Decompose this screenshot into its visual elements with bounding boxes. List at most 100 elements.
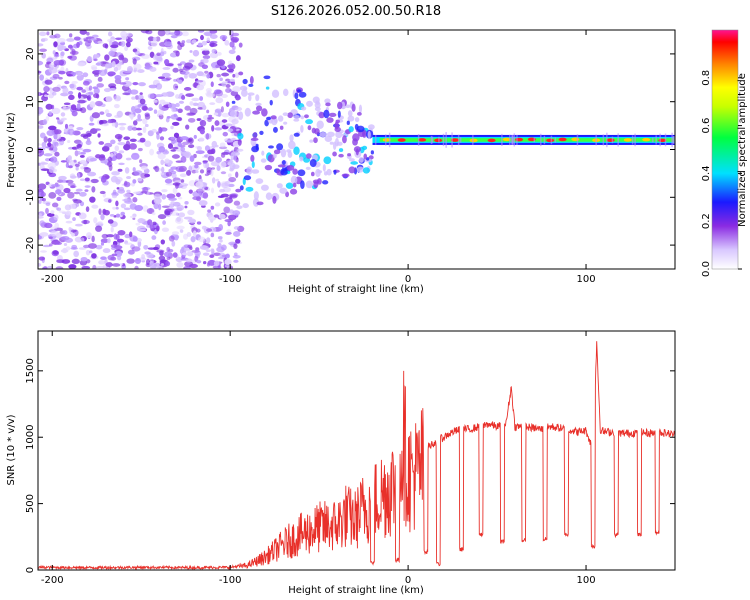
heatmap-cell [166,116,171,119]
heatmap-cell [251,161,255,169]
heatmap-cell [181,70,190,76]
heatmap-cell [119,36,129,40]
heatmap-cell [133,63,142,71]
heatmap-cell [189,50,193,53]
heatmap-cell [156,52,161,57]
heatmap-cell [84,189,89,192]
heatmap-cell [216,59,226,67]
heatmap-cell [75,166,79,171]
heatmap-cell [222,131,228,137]
heatmap-cell [58,70,66,75]
heatmap-cell [316,178,322,185]
heatmap-cell [91,204,99,209]
heatmap-cell [164,210,171,216]
tone-streak [554,137,557,143]
heatmap-cell [134,258,142,265]
heatmap-cell [153,109,158,114]
heatmap-cell [209,52,219,59]
tone-streak [513,133,516,147]
heatmap-cell [105,95,113,103]
heatmap-cell [232,73,236,78]
tone-streak [509,134,511,146]
heatmap-cell [176,225,185,230]
colorbar-tick-label: 0.4 [701,165,712,181]
heatmap-cell [225,123,233,127]
heatmap-cell [221,119,228,123]
heatmap-cell [81,89,87,93]
heatmap-cell [255,94,260,102]
heatmap-cell [45,115,50,122]
heatmap-cell [195,170,199,174]
heatmap-cell [219,188,226,193]
heatmap-cell [175,94,180,99]
heatmap-cell [89,157,97,162]
heatmap-cell [80,256,88,262]
heatmap-cell [95,244,103,250]
heatmap-cell [188,59,195,63]
heatmap-cell [152,246,160,251]
tone-streak [634,133,636,147]
heatmap-cell [351,103,356,112]
heatmap-cell [171,240,176,247]
heatmap-cell [131,96,136,100]
heatmap-cell [188,138,193,142]
heatmap-cell [73,36,81,41]
heatmap-cell [300,124,304,133]
heatmap-cell [135,222,141,226]
heatmap-cell [337,110,341,118]
heatmap-cell [211,124,215,132]
heatmap-cell [210,81,214,88]
heatmap-cell [245,186,254,192]
heatmap-cell [124,45,129,52]
heatmap-cell [315,168,321,178]
heatmap-cell [54,141,59,147]
heatmap-cell [70,229,77,233]
heatmap-cell [164,158,170,164]
heatmap-cell [71,110,78,117]
heatmap-cell [251,146,259,153]
heatmap-cell [48,166,55,174]
heatmap-cell [128,143,137,150]
tone-hotspot [434,138,443,143]
colorbar-tick-label: 0.2 [701,213,712,229]
heatmap-cell [63,242,68,247]
heatmap-cell [179,42,185,48]
heatmap-cell [177,108,183,113]
heatmap-cell [144,113,151,120]
heatmap-cell [87,171,97,177]
heatmap-cell [191,169,197,174]
heatmap-cell [50,210,55,214]
heatmap-cell [49,62,55,68]
spectrogram-y-ticks: -20 -10 0 10 20 [25,48,675,253]
heatmap-cell [38,125,44,129]
heatmap-cell [105,63,109,70]
heatmap-cell [305,180,314,189]
heatmap-cell [202,55,211,60]
heatmap-cell [88,122,95,126]
heatmap-cell [221,65,226,69]
heatmap-cell [232,210,241,216]
heatmap-cell [363,153,368,160]
heatmap-cell [218,223,224,231]
heatmap-cell [255,178,264,184]
heatmap-cell [210,187,215,194]
heatmap-cell [120,203,127,209]
heatmap-cell [39,232,49,237]
heatmap-cell [193,161,202,166]
heatmap-cell [202,58,209,64]
heatmap-cell [119,263,123,266]
heatmap-cell [181,31,189,37]
heatmap-cell [227,220,231,227]
heatmap-cell [43,85,50,93]
heatmap-cell [361,145,368,151]
heatmap-cell [38,162,41,166]
tone-streak [671,132,673,148]
x-tick-label: -200 [41,575,64,586]
heatmap-cell [41,141,47,148]
heatmap-cell [67,191,75,199]
heatmap-cell [352,138,358,146]
heatmap-cell [100,176,107,183]
heatmap-cell [92,264,97,269]
heatmap-cell [105,262,113,268]
snr-xlabel: Height of straight line (km) [288,585,424,596]
